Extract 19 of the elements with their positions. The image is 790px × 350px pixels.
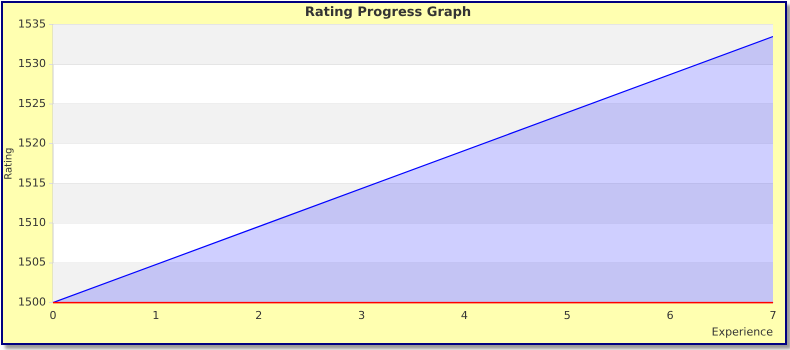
y-tick-label: 1510 xyxy=(18,216,46,230)
x-tick-label: 6 xyxy=(666,309,674,322)
x-tick-label: 4 xyxy=(460,309,468,322)
y-tick-label: 1515 xyxy=(18,176,46,190)
x-tick-label: 7 xyxy=(770,309,776,322)
y-tick-label: 1520 xyxy=(18,136,46,150)
y-tick-label: 1535 xyxy=(18,17,46,30)
x-tick-label: 1 xyxy=(152,309,160,322)
y-tick-label: 1505 xyxy=(18,256,46,269)
x-axis-title: Experience xyxy=(712,325,774,338)
x-tick-label: 3 xyxy=(358,309,366,322)
x-tick-label: 2 xyxy=(255,309,262,322)
y-tick-label: 1525 xyxy=(18,96,46,110)
x-tick-label: 0 xyxy=(49,309,56,322)
y-axis-title: Rating xyxy=(4,147,15,180)
y-tick-label: 1500 xyxy=(18,295,46,308)
y-tick-label: 1530 xyxy=(18,57,46,70)
chart-title: Rating Progress Graph xyxy=(304,5,472,20)
x-tick-label: 5 xyxy=(564,309,571,322)
